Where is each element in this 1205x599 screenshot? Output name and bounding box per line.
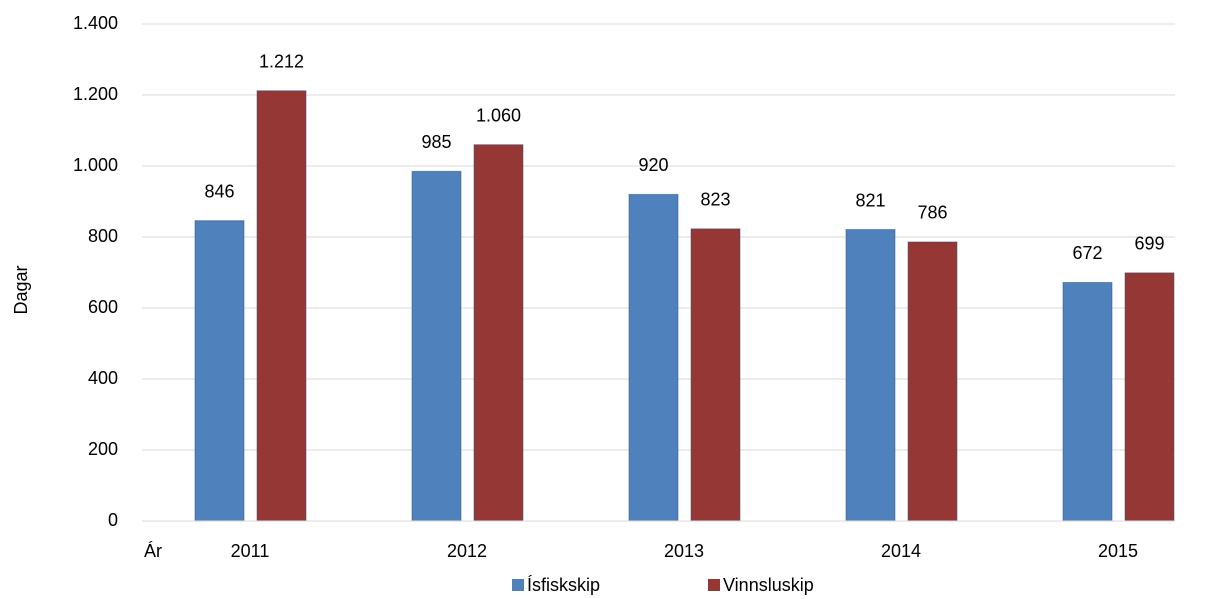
data-label: 920 [638, 155, 668, 175]
y-tick-label: 1.000 [73, 155, 118, 175]
bar [256, 90, 307, 522]
bar [845, 229, 896, 522]
bar [1062, 281, 1113, 522]
x-tick-label: 2015 [1098, 541, 1138, 561]
legend-swatch [708, 579, 720, 591]
y-tick-label: 1.400 [73, 13, 118, 33]
legend-swatch [512, 579, 524, 591]
x-tick-label: 2012 [447, 541, 487, 561]
bar [628, 193, 679, 522]
bar [907, 241, 958, 522]
data-label: 1.060 [476, 105, 521, 125]
bar [411, 170, 462, 522]
legend-label: Vinnsluskip [723, 575, 814, 595]
y-tick-label: 200 [88, 439, 118, 459]
legend-label: Ísfiskskip [527, 575, 600, 595]
y-tick-label: 600 [88, 297, 118, 317]
data-label: 985 [421, 132, 451, 152]
y-tick-label: 1.200 [73, 84, 118, 104]
data-label: 672 [1072, 243, 1102, 263]
x-axis-label: Ár [144, 541, 162, 561]
data-label: 699 [1134, 234, 1164, 254]
y-tick-label: 400 [88, 368, 118, 388]
data-label: 823 [700, 190, 730, 210]
data-label: 1.212 [259, 51, 304, 71]
x-tick-label: 2013 [664, 541, 704, 561]
bar [194, 220, 245, 522]
data-label: 786 [917, 203, 947, 223]
data-label: 846 [204, 181, 234, 201]
bar [473, 144, 524, 522]
y-axis-label: Dagar [11, 265, 31, 314]
data-label: 821 [855, 190, 885, 210]
x-tick-label: 2014 [881, 541, 921, 561]
y-tick-label: 800 [88, 226, 118, 246]
x-tick-label: 2011 [231, 541, 270, 561]
y-tick-label: 0 [108, 510, 118, 530]
bar [690, 228, 741, 522]
bar [1124, 272, 1175, 522]
